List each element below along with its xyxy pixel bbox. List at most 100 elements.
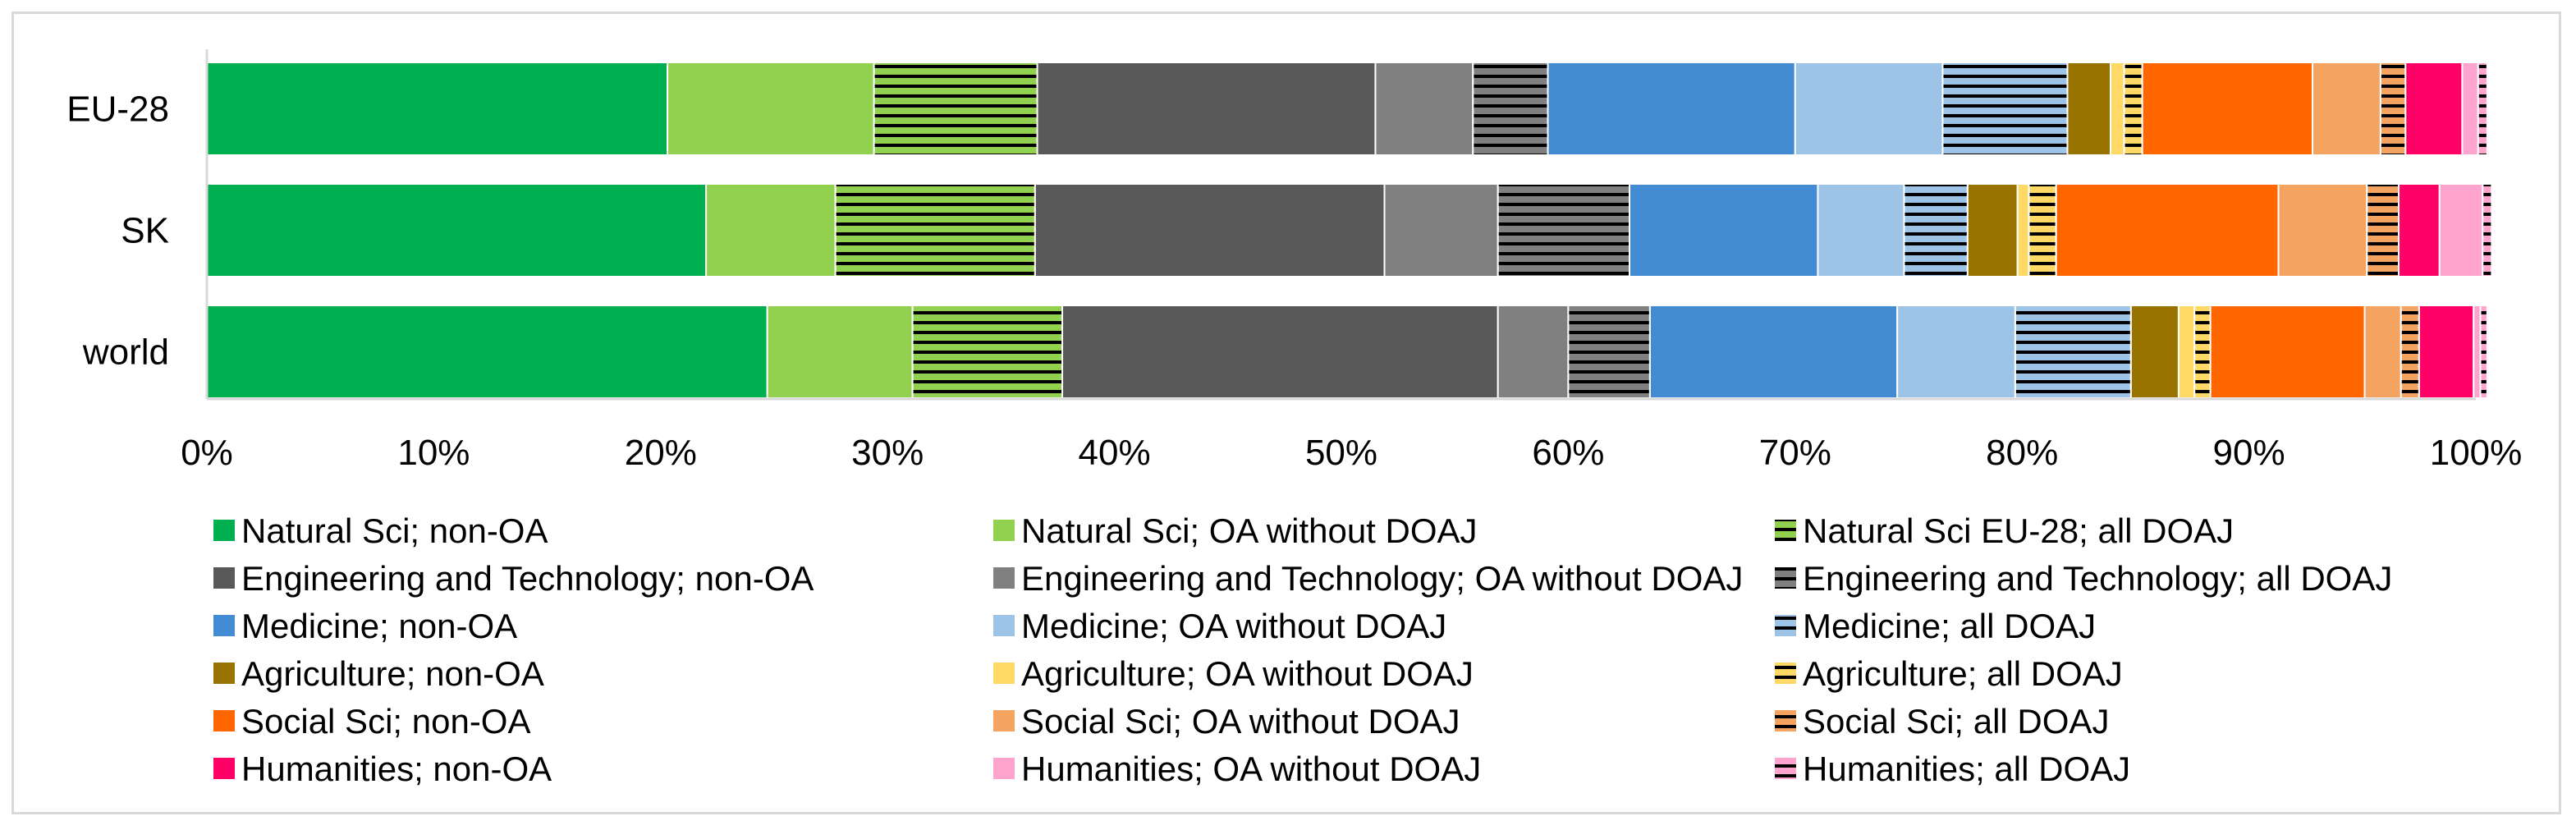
legend-swatch xyxy=(1775,663,1796,684)
bars-layer xyxy=(206,62,2493,399)
legend-item: Humanities; non-OA xyxy=(213,750,552,788)
x-tick-label: 20% xyxy=(625,433,697,473)
category-label: SK xyxy=(121,211,169,251)
legend-swatch xyxy=(1775,520,1796,541)
legend-swatch xyxy=(1775,615,1796,636)
bar-segment-world-2 xyxy=(911,305,1064,399)
x-tick-label: 0% xyxy=(181,433,233,473)
legend-label: Social Sci; all DOAJ xyxy=(1803,702,2109,741)
legend-swatch xyxy=(993,758,1015,779)
category-axis: EU-28 SK world xyxy=(66,89,169,373)
bar-segment-world-15 xyxy=(2418,305,2475,399)
legend-item: Natural Sci; non-OA xyxy=(213,511,548,550)
legend-item: Social Sci; OA without DOAJ xyxy=(993,702,1460,741)
bar-segment-world-7 xyxy=(1896,305,2016,399)
legend-swatch xyxy=(213,615,235,636)
x-tick-label: 100% xyxy=(2430,433,2523,473)
legend-swatch xyxy=(993,615,1015,636)
legend-item: Engineering and Technology; non-OA xyxy=(213,559,814,598)
legend-label: Engineering and Technology; non-OA xyxy=(241,559,814,598)
legend-label: Social Sci; non-OA xyxy=(241,702,531,741)
bar-segment-eu-28-10 xyxy=(2109,62,2125,156)
legend-label: Humanities; non-OA xyxy=(241,750,552,788)
legend-swatch xyxy=(993,567,1015,589)
legend-item: Humanities; all DOAJ xyxy=(1775,750,2130,788)
bar-segment-eu-28-1 xyxy=(667,62,875,156)
bar-segment-sk-6 xyxy=(1629,183,1819,277)
legend-swatch xyxy=(213,758,235,779)
bar-segment-world-17 xyxy=(2479,305,2488,399)
bar-segment-eu-28-11 xyxy=(2123,62,2143,156)
legend-swatch xyxy=(213,520,235,541)
bar-segment-world-13 xyxy=(2363,305,2402,399)
bar-segment-world-0 xyxy=(206,305,768,399)
legend-swatch xyxy=(1775,567,1796,589)
legend-item: Social Sci; non-OA xyxy=(213,702,531,741)
bar-segment-sk-4 xyxy=(1383,183,1499,277)
legend-swatch xyxy=(213,567,235,589)
legend-label: Medicine; all DOAJ xyxy=(1803,607,2096,645)
bar-segment-eu-28-15 xyxy=(2404,62,2464,156)
bar-segment-sk-8 xyxy=(1903,183,1969,277)
legend-item: Natural Sci EU-28; all DOAJ xyxy=(1775,511,2234,550)
legend-label: Humanities; all DOAJ xyxy=(1803,750,2130,788)
bar-segment-eu-28-14 xyxy=(2379,62,2407,156)
x-tick-label: 10% xyxy=(397,433,470,473)
legend-swatch xyxy=(1775,758,1796,779)
bar-segment-sk-7 xyxy=(1817,183,1905,277)
x-axis: 0% 10% 20% 30% 40% 50% 60% 70% 80% 90% 100% xyxy=(181,49,2522,473)
bar-segment-world-11 xyxy=(2193,305,2212,399)
legend-item: Humanities; OA without DOAJ xyxy=(993,750,1481,788)
bar-segment-sk-12 xyxy=(2055,183,2280,277)
bar-segment-eu-28-17 xyxy=(2477,62,2488,156)
x-tick-label: 60% xyxy=(1532,433,1604,473)
bar-segment-sk-11 xyxy=(2028,183,2057,277)
legend-label: Agriculture; OA without DOAJ xyxy=(1021,654,1474,693)
bar-segment-world-14 xyxy=(2400,305,2420,399)
bar-segment-eu-28-16 xyxy=(2461,62,2479,156)
legend-label: Agriculture; all DOAJ xyxy=(1803,654,2123,693)
bar-segment-world-6 xyxy=(1648,305,1899,399)
legend-item: Natural Sci; OA without DOAJ xyxy=(993,511,1478,550)
legend-swatch xyxy=(1775,710,1796,731)
legend-label: Agriculture; non-OA xyxy=(241,654,544,693)
legend-item: Medicine; non-OA xyxy=(213,607,517,645)
legend-label: Engineering and Technology; all DOAJ xyxy=(1803,559,2392,598)
legend-label: Engineering and Technology; OA without D… xyxy=(1021,559,1743,598)
bar-segment-sk-17 xyxy=(2482,183,2493,277)
legend: Natural Sci; non-OA Natural Sci; OA witho… xyxy=(213,511,2392,788)
bar-segment-world-5 xyxy=(1567,305,1651,399)
bar-segment-eu-28-4 xyxy=(1374,62,1474,156)
legend-item: Agriculture; non-OA xyxy=(213,654,544,693)
category-label: world xyxy=(82,332,169,373)
legend-item: Agriculture; all DOAJ xyxy=(1775,654,2123,693)
legend-swatch xyxy=(993,710,1015,731)
legend-swatch xyxy=(213,663,235,684)
bar-segment-eu-28-5 xyxy=(1472,62,1549,156)
bar-segment-sk-14 xyxy=(2366,183,2400,277)
x-tick-label: 90% xyxy=(2213,433,2285,473)
bar-segment-world-3 xyxy=(1061,305,1499,399)
legend-label: Medicine; OA without DOAJ xyxy=(1021,607,1446,645)
legend-label: Natural Sci; non-OA xyxy=(241,511,548,550)
x-tick-label: 50% xyxy=(1305,433,1377,473)
x-tick-label: 80% xyxy=(1986,433,2058,473)
bar-segment-world-16 xyxy=(2473,305,2482,399)
bar-segment-sk-0 xyxy=(206,183,708,277)
category-label: EU-28 xyxy=(66,89,169,130)
bar-segment-world-10 xyxy=(2177,305,2196,399)
bar-segment-eu-28-13 xyxy=(2311,62,2381,156)
legend-label: Natural Sci; OA without DOAJ xyxy=(1021,511,1478,550)
bar-segment-eu-28-6 xyxy=(1547,62,1796,156)
bar-segment-world-4 xyxy=(1497,305,1570,399)
legend-swatch xyxy=(213,710,235,731)
legend-label: Humanities; OA without DOAJ xyxy=(1021,750,1481,788)
bar-segment-sk-9 xyxy=(1966,183,2019,277)
legend-item: Medicine; OA without DOAJ xyxy=(993,607,1446,645)
bar-segment-eu-28-8 xyxy=(1941,62,2069,156)
bar-segment-eu-28-7 xyxy=(1794,62,1944,156)
legend-item: Engineering and Technology; all DOAJ xyxy=(1775,559,2392,598)
legend-label: Medicine; non-OA xyxy=(241,607,517,645)
bar-segment-sk-16 xyxy=(2438,183,2484,277)
